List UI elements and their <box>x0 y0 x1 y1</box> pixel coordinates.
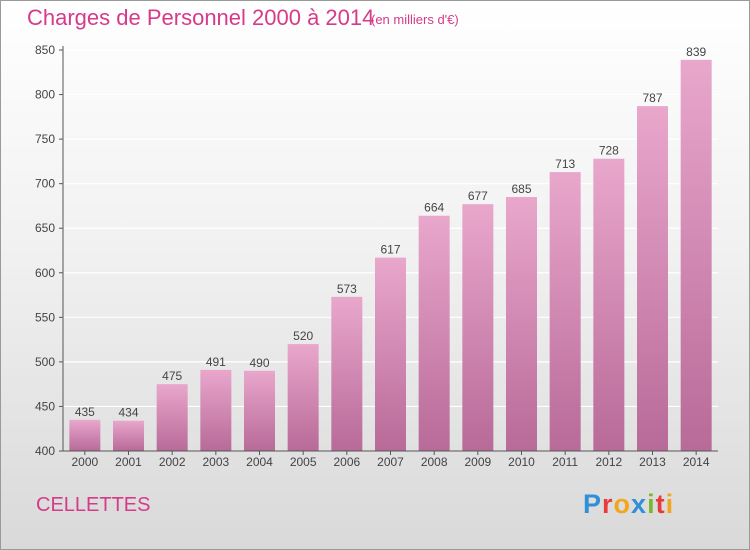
x-tick-label: 2007 <box>377 455 404 469</box>
x-tick-label: 2006 <box>333 455 360 469</box>
data-label: 839 <box>686 45 706 59</box>
x-tick-label: 2004 <box>246 455 273 469</box>
bar <box>200 369 232 451</box>
bar <box>113 420 144 451</box>
data-label: 664 <box>424 201 444 215</box>
y-tick-label: 650 <box>35 221 55 235</box>
data-label: 520 <box>293 329 313 343</box>
data-label: 713 <box>555 157 575 171</box>
bar <box>549 172 581 452</box>
data-label: 434 <box>118 406 138 420</box>
bar <box>331 296 363 451</box>
x-tick-label: 2008 <box>421 455 448 469</box>
data-label: 435 <box>75 405 95 419</box>
logo-letter: i <box>665 489 675 519</box>
x-tick-label: 2001 <box>115 455 142 469</box>
data-label: 728 <box>599 144 619 158</box>
logo-letter: t <box>655 489 666 519</box>
proxiti-logo: Proxiti <box>583 489 674 520</box>
x-tick-label: 2002 <box>159 455 186 469</box>
data-label: 685 <box>511 182 531 196</box>
bar <box>156 384 188 451</box>
y-tick-label: 400 <box>35 444 55 458</box>
commune-name: CELLETTES <box>36 494 151 516</box>
y-tick-label: 850 <box>35 43 55 57</box>
data-label: 475 <box>162 369 182 383</box>
bar <box>375 257 406 451</box>
data-labels: 435 434 475 491 490 520 573 617 664 677 685 713 728 7… <box>75 45 707 420</box>
data-label: 617 <box>380 243 400 257</box>
data-label: 573 <box>337 282 357 296</box>
x-tick-label: 2014 <box>683 455 710 469</box>
data-label: 677 <box>468 189 488 203</box>
bar <box>680 59 712 452</box>
logo-letter: o <box>613 489 632 519</box>
bars <box>69 59 712 452</box>
y-tick-label: 500 <box>35 355 55 369</box>
y-tick-label: 800 <box>35 88 55 102</box>
y-tick-label: 750 <box>35 132 55 146</box>
x-tick-label: 2011 <box>552 455 578 469</box>
chart-subtitle: (en milliers d'€) <box>371 12 459 27</box>
axes: 400 450 500 550 600 650 700 750 800 850 2000 2001 20… <box>35 43 718 469</box>
y-tick-label: 600 <box>35 266 55 280</box>
logo-letter: r <box>602 489 614 519</box>
logo-letter: x <box>631 489 648 519</box>
bar <box>462 204 494 451</box>
logo-letter: i <box>647 489 656 519</box>
x-tick-label: 2013 <box>639 455 666 469</box>
bar <box>69 419 101 451</box>
logo-letter: P <box>583 489 603 519</box>
chart-title: Charges de Personnel 2000 à 2014 <box>27 5 375 30</box>
x-tick-label: 2009 <box>464 455 491 469</box>
x-tick-label: 2003 <box>202 455 229 469</box>
bar <box>418 215 450 451</box>
data-label: 787 <box>642 91 662 105</box>
x-tick-label: 2012 <box>595 455 622 469</box>
data-label: 490 <box>249 356 269 370</box>
bar <box>637 106 668 451</box>
y-tick-label: 700 <box>35 177 55 191</box>
data-label: 491 <box>206 355 226 369</box>
x-tick-label: 2005 <box>290 455 317 469</box>
x-tick-label: 2000 <box>71 455 98 469</box>
bar <box>593 158 625 451</box>
y-tick-label: 450 <box>35 399 55 413</box>
x-tick-label: 2010 <box>508 455 535 469</box>
bar <box>506 197 537 451</box>
y-tick-label: 550 <box>35 310 55 324</box>
bar <box>287 344 319 451</box>
bar <box>244 370 275 451</box>
